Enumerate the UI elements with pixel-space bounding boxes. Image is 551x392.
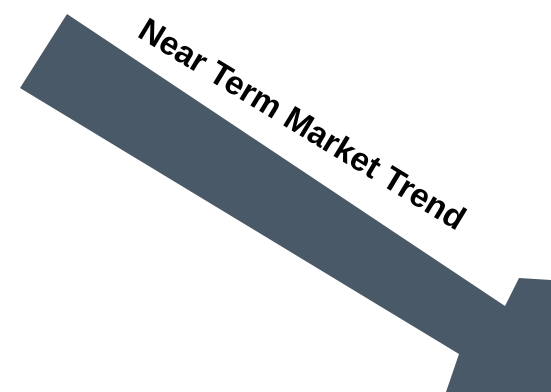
downward-trend-arrow: [20, 14, 551, 392]
